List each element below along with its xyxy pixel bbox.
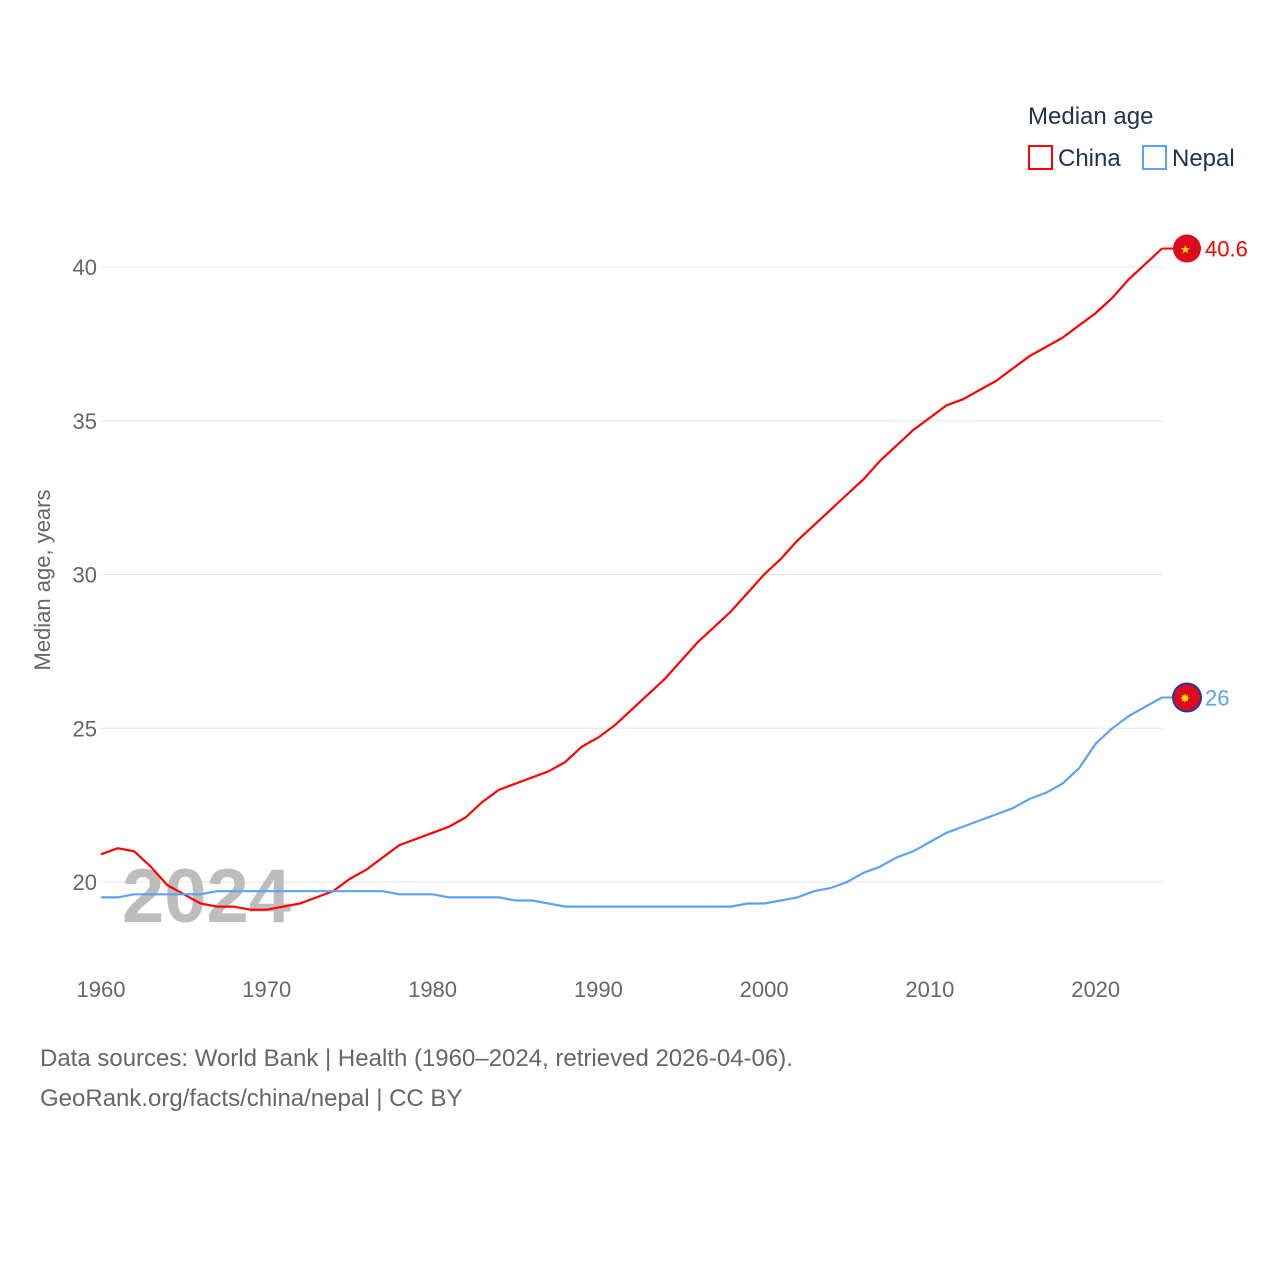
x-tick-label: 1960 [77, 977, 126, 1002]
legend-title: Median age [1028, 103, 1153, 130]
y-tick-label: 40 [73, 255, 97, 280]
x-tick-label: 1970 [242, 977, 291, 1002]
series-line-china [100, 247, 1163, 911]
x-tick-label: 2010 [905, 977, 954, 1002]
nepal-flag-icon [1172, 682, 1202, 713]
legend-label[interactable]: Nepal [1172, 145, 1235, 172]
x-tick-label: 2000 [740, 977, 789, 1002]
series-line-nepal [101, 696, 1163, 908]
x-tick-label: 1980 [408, 977, 457, 1002]
data-source-note: Data sources: World Bank | Health (1960–… [40, 1045, 793, 1072]
y-tick-label: 35 [73, 409, 97, 434]
legend-label[interactable]: China [1058, 145, 1121, 172]
flag-star-icon: ✸ [1180, 692, 1190, 706]
flag-star-icon: ★ [1180, 243, 1191, 257]
legend-swatch[interactable] [1028, 145, 1053, 170]
y-tick-label: 20 [73, 870, 97, 895]
y-axis-label: Median age, years [30, 490, 55, 671]
x-tick-label: 1990 [574, 977, 623, 1002]
year-watermark: 2024 [122, 854, 291, 939]
end-value-label: 40.6 [1205, 237, 1248, 262]
china-flag-icon [1173, 234, 1201, 263]
end-value-label: 26 [1205, 686, 1229, 711]
attribution-link[interactable]: GeoRank.org/facts/china/nepal | CC BY [40, 1085, 463, 1112]
y-tick-label: 30 [73, 563, 97, 588]
legend-swatch[interactable] [1142, 145, 1167, 170]
x-tick-label: 2020 [1071, 977, 1120, 1002]
y-tick-label: 25 [73, 716, 97, 741]
